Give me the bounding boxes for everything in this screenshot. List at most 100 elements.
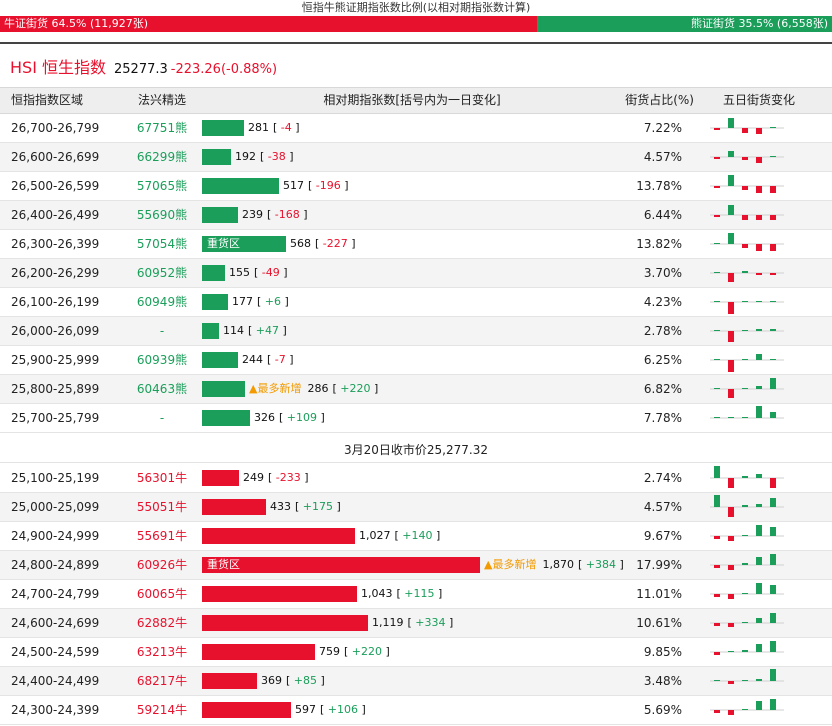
bull-contracts-bar <box>202 470 239 486</box>
bull-row: 25,000-25,099 55051牛 433 [ +175 ] 4.57% <box>0 493 832 522</box>
sparkline-bar <box>756 215 762 220</box>
index-range: 26,400-26,499 <box>11 208 100 222</box>
warrant-code[interactable]: 67751熊 <box>136 121 188 135</box>
bear-contracts-bar <box>202 323 219 339</box>
header-share: 街货占比(%) <box>625 93 694 107</box>
five-day-sparkline <box>710 271 784 282</box>
street-share: 6.82% <box>643 382 682 396</box>
sparkline-bar <box>742 709 748 710</box>
sparkline-bar <box>714 272 720 273</box>
sparkline-bar <box>742 330 748 331</box>
daily-change: [ -196 ] <box>308 179 349 192</box>
street-share: 9.67% <box>643 529 682 543</box>
sparkline-bar <box>742 359 748 360</box>
contracts-count: 433 <box>270 500 291 513</box>
bear-ratio-segment: 熊证街货 35.5% (6,558张) <box>536 16 832 32</box>
warrant-code[interactable]: 55690熊 <box>136 208 188 222</box>
contracts-value: 1,119[ +334 ] <box>372 609 453 637</box>
street-share: 2.74% <box>643 471 682 485</box>
contracts-count: 177 <box>232 295 253 308</box>
sparkline-bar <box>714 330 720 331</box>
sparkline-bar <box>714 536 720 539</box>
sparkline-bar <box>728 151 734 157</box>
warrant-code[interactable]: 62882牛 <box>136 616 188 630</box>
sparkline-bar <box>742 505 748 507</box>
sparkline-bar <box>714 710 720 713</box>
contracts-value: 597 [ +106 ] <box>295 696 366 724</box>
section-divider <box>0 42 832 44</box>
index-range: 26,200-26,299 <box>11 266 100 280</box>
five-day-change <box>710 610 790 639</box>
sparkline-bar <box>756 128 762 134</box>
index-range: 25,100-25,199 <box>11 471 100 485</box>
warrant-code[interactable]: 60926牛 <box>136 558 188 572</box>
sparkline-bar <box>756 406 762 418</box>
header-code: 法兴精选 <box>137 93 186 107</box>
sparkline-bar <box>742 476 748 478</box>
sparkline-bar <box>728 710 734 715</box>
street-share: 9.85% <box>643 645 682 659</box>
daily-change-value: +109 <box>286 411 318 424</box>
warrant-code[interactable]: 55691牛 <box>136 529 188 543</box>
index-range: 24,800-24,899 <box>11 558 100 572</box>
warrant-code[interactable]: 60939熊 <box>136 353 188 367</box>
sparkline-bar <box>756 354 762 360</box>
contracts-count: 326 <box>254 411 275 424</box>
contracts-count: 1,119 <box>372 616 404 629</box>
sparkline-bar <box>770 669 776 681</box>
sparkline-bar <box>728 507 734 517</box>
sparkline-bar <box>728 233 734 244</box>
daily-change: [ +106 ] <box>320 703 366 716</box>
sparkline-bar <box>714 652 720 655</box>
contracts-count: 286 <box>307 382 329 395</box>
index-range: 24,600-24,699 <box>11 616 100 630</box>
warrant-code[interactable]: 56301牛 <box>136 471 188 485</box>
warrant-code[interactable]: 60065牛 <box>136 587 188 601</box>
sparkline-bar <box>756 273 762 275</box>
warrant-code[interactable]: 63213牛 <box>136 645 188 659</box>
warrant-code[interactable]: 59214牛 <box>136 703 188 717</box>
five-day-sparkline <box>710 641 784 655</box>
five-day-change <box>710 405 790 434</box>
warrant-code[interactable]: 60952熊 <box>136 266 188 280</box>
warrant-code[interactable]: 55051牛 <box>136 500 188 514</box>
street-share: 2.78% <box>643 324 682 338</box>
daily-change-value: +384 <box>585 558 616 571</box>
sparkline-bar <box>770 478 776 488</box>
daily-change-value: +140 <box>402 529 433 542</box>
sparkline-bar <box>770 244 776 251</box>
daily-change: [ -168 ] <box>267 208 308 221</box>
index-range: 24,700-24,799 <box>11 587 100 601</box>
sparkline-bar <box>742 271 748 273</box>
bull-ratio-segment: 牛证街货 64.5% (11,927张) <box>0 16 537 32</box>
warrant-code[interactable]: 60463熊 <box>136 382 188 396</box>
bull-contracts-bar <box>202 702 291 718</box>
daily-change: [ +175 ] <box>295 500 341 513</box>
bear-row: 26,300-26,399 57054熊 重货区 568 [ -227 ] 13.82% <box>0 230 832 259</box>
warrant-code[interactable]: 57065熊 <box>136 179 188 193</box>
daily-change: [ +220 ] <box>344 645 390 658</box>
bear-row: 26,000-26,099 - 114 [ +47 ] 2.78% <box>0 317 832 346</box>
sparkline-bar <box>770 699 776 710</box>
sparkline-bar <box>728 331 734 342</box>
bear-contracts-bar <box>202 120 244 136</box>
five-day-change <box>710 347 790 376</box>
daily-change-value: -227 <box>322 237 348 250</box>
warrant-code[interactable]: 66299熊 <box>136 150 188 164</box>
five-day-sparkline <box>710 378 784 398</box>
sparkline-bar <box>728 594 734 599</box>
contracts-count: 597 <box>295 703 316 716</box>
sparkline-bar <box>742 301 748 302</box>
sparkline-bar <box>728 273 734 282</box>
warrant-code[interactable]: 68217牛 <box>136 674 188 688</box>
sparkline-bar <box>742 535 748 536</box>
street-share: 4.23% <box>643 295 682 309</box>
sparkline-bar <box>770 378 776 389</box>
bear-contracts-bar <box>202 149 231 165</box>
warrant-code[interactable]: 57054熊 <box>136 237 188 251</box>
five-day-sparkline <box>710 525 784 541</box>
index-name[interactable]: HSI 恒生指数 <box>10 58 106 77</box>
sparkline-bar <box>756 329 762 331</box>
warrant-code[interactable]: 60949熊 <box>136 295 188 309</box>
sparkline-bar <box>756 644 762 652</box>
